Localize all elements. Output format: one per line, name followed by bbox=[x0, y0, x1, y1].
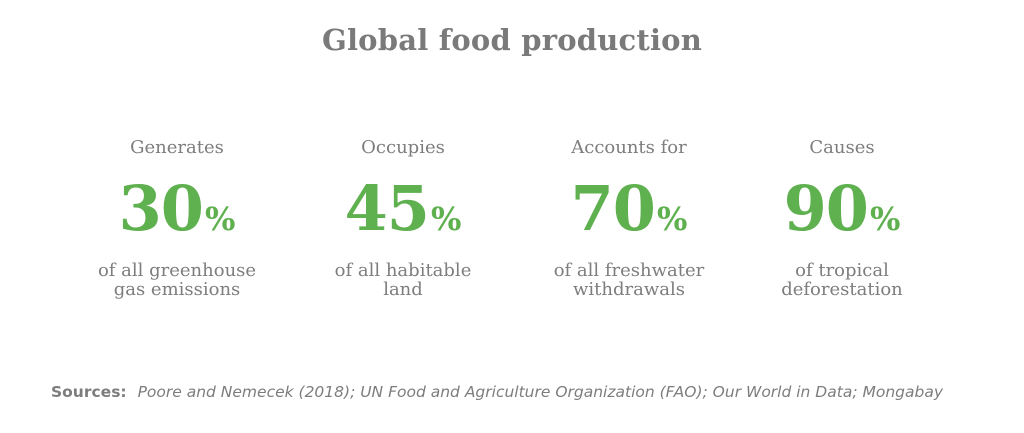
sources-note: Sources: Poore and Nemecek (2018); UN Fo… bbox=[51, 383, 943, 401]
stat-unit: % bbox=[656, 200, 688, 238]
stat-figure: 30% bbox=[62, 171, 292, 247]
stat-lead: Generates bbox=[130, 137, 224, 158]
stat-description: of all freshwater withdrawals bbox=[553, 260, 705, 300]
stat-value: 90 bbox=[783, 172, 869, 245]
stat-unit: % bbox=[430, 200, 462, 238]
sources-label: Sources: bbox=[51, 383, 127, 401]
stat-lead: Occupies bbox=[361, 137, 445, 158]
stat-figure: 45% bbox=[288, 171, 518, 247]
stat-unit: % bbox=[869, 200, 901, 238]
stat-figure: 70% bbox=[514, 171, 744, 247]
stat-figure: 90% bbox=[727, 171, 957, 247]
stat-lead: Accounts for bbox=[571, 137, 687, 158]
stat-value: 45 bbox=[344, 172, 430, 245]
stat-description: of tropical deforestation bbox=[781, 260, 903, 300]
stat-value: 70 bbox=[570, 172, 656, 245]
stat-emissions: Generates 30% of all greenhouse gas emis… bbox=[62, 135, 292, 299]
sources-text: Poore and Nemecek (2018); UN Food and Ag… bbox=[137, 383, 943, 401]
page-title: Global food production bbox=[322, 23, 702, 57]
stat-deforestation: Causes 90% of tropical deforestation bbox=[727, 135, 957, 299]
stat-unit: % bbox=[204, 200, 236, 238]
stat-land: Occupies 45% of all habitable land bbox=[288, 135, 518, 299]
stat-description: of all greenhouse gas emissions bbox=[97, 260, 257, 300]
stat-freshwater: Accounts for 70% of all freshwater withd… bbox=[514, 135, 744, 299]
stat-value: 30 bbox=[118, 172, 204, 245]
stat-lead: Causes bbox=[809, 137, 875, 158]
stat-description: of all habitable land bbox=[334, 260, 472, 300]
